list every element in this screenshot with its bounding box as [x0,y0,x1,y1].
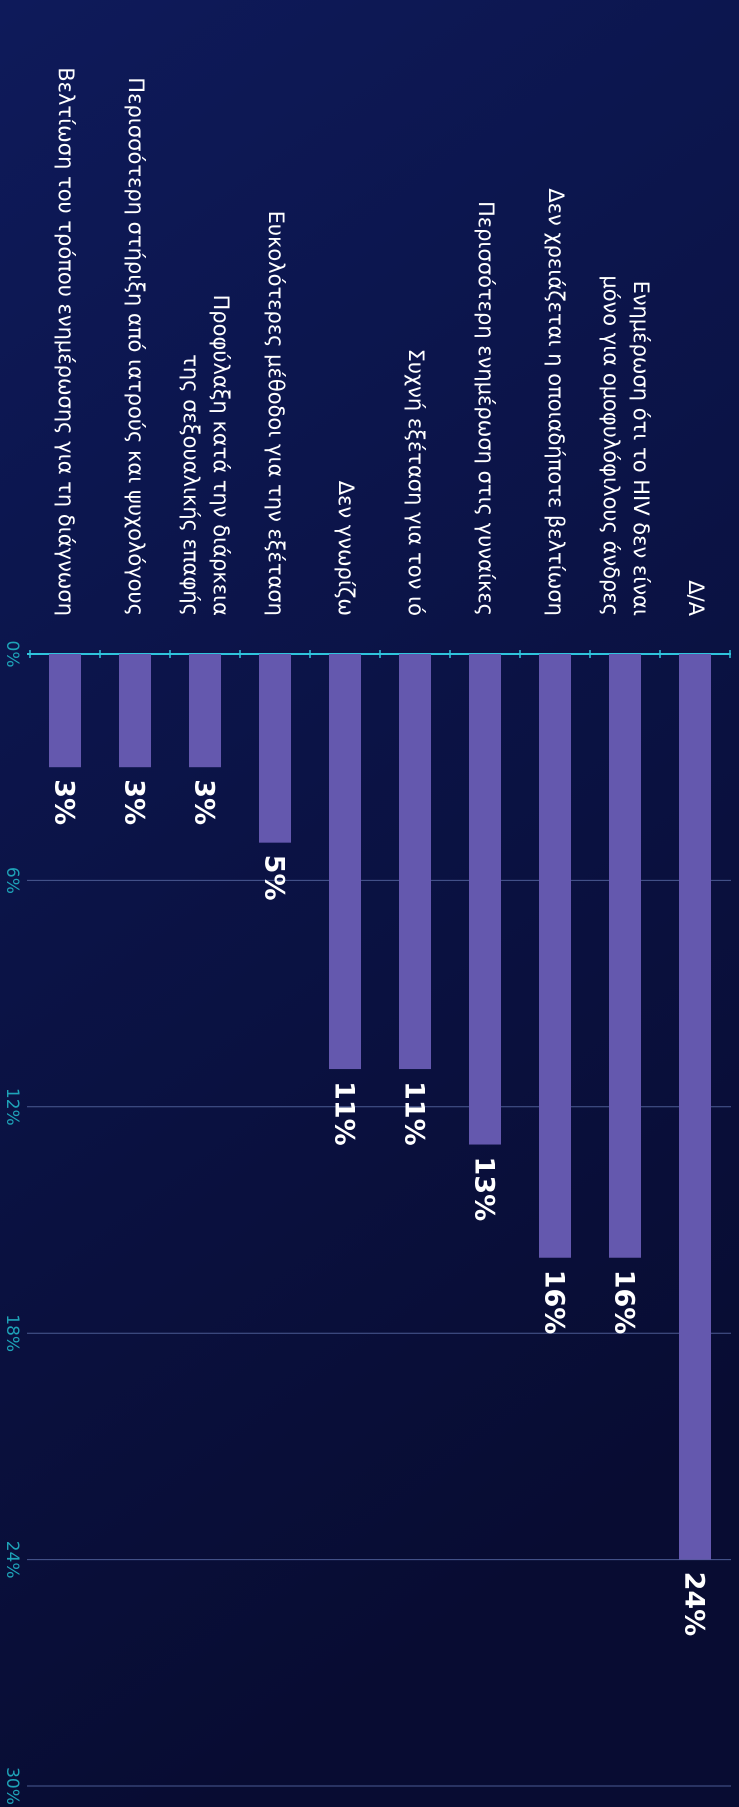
category-label: Ενημέρωση ότι το HIV δεν είναι [629,281,653,616]
category-label: Περισσότερη στήριξη από ιατρούς και ψυχο… [124,77,148,616]
category-label: μόνο για ομοφυλόφιλους άνδρες [599,275,623,616]
value-label: 11% [399,1081,430,1146]
value-label: 24% [679,1572,710,1637]
value-label: 3% [119,779,150,825]
category-label: Δεν γνωρίζω [334,481,358,616]
plot: 0% 6% 12% 18% 24% 30% 24% Δ/Α 16% Ενημέρωση ότι τ… [2,67,731,1805]
bar [539,654,571,1258]
category-label: της σεξουαλικής επαφής [179,354,203,616]
x-tick-label: 12% [2,1088,22,1126]
category-label: Δεν χρειάζεται η οποιαδήποτε βελτίωση [544,188,568,616]
value-label: 5% [259,855,290,901]
category-label: Ευκολότερες μέθοδοι για την εξέταση [264,211,288,616]
x-tick-label: 6% [2,867,22,894]
bar [119,654,151,768]
value-label: 11% [329,1081,360,1146]
bar [679,654,711,1560]
bar [49,654,81,768]
x-tick-label: 18% [2,1314,22,1352]
value-label: 3% [49,779,80,825]
value-label: 13% [469,1157,500,1222]
category-label: Βελτίωση του τρόπου ενημέρωσης για τη δι… [54,67,78,616]
category-label: Προφύλαξη κατά την διάρκεια [209,295,233,616]
category-label: Δ/Α [684,580,708,616]
value-label: 3% [189,779,220,825]
value-label: 16% [609,1270,640,1335]
x-tick-label: 24% [2,1541,22,1579]
value-label: 16% [539,1270,570,1335]
x-tick-label: 0% [2,641,22,668]
bar [189,654,221,768]
bar [609,654,641,1258]
bar [259,654,291,843]
category-label: Περισσότερη ενημέρωση στις γυναίκες [474,201,498,616]
bar [329,654,361,1070]
category-label: Συχνή εξέταση για τον ιό [404,349,428,616]
bar [399,654,431,1070]
bar [469,654,501,1145]
x-tick-label: 30% [2,1767,22,1805]
